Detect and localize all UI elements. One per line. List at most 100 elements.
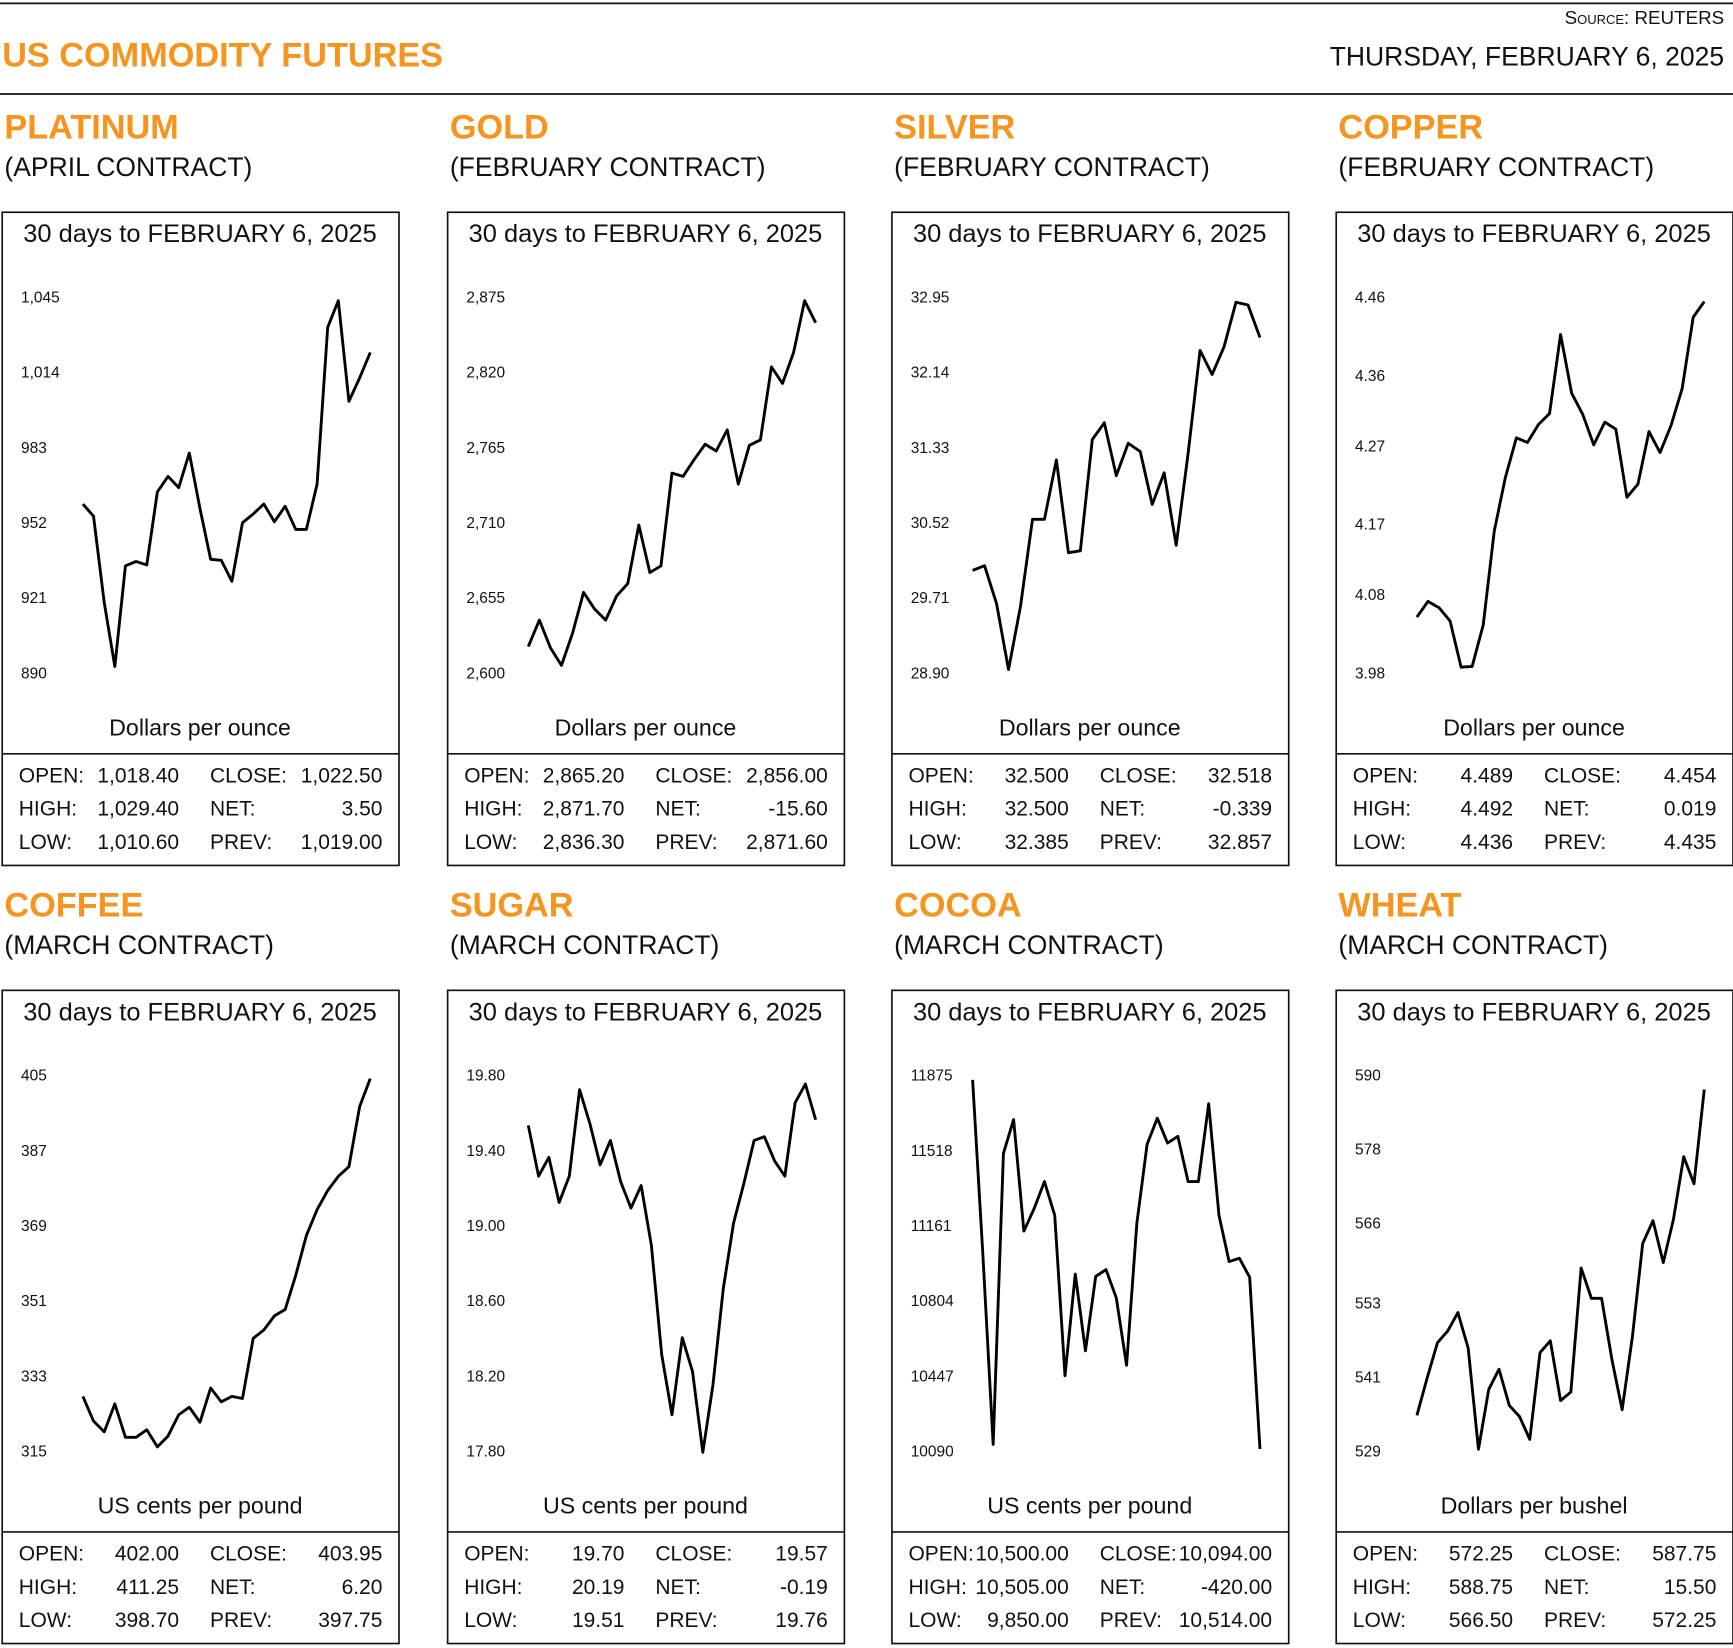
y-tick-label: 541 <box>1355 1369 1381 1386</box>
stat-value: 2,871.60 <box>746 831 828 854</box>
unit-label: US cents per pound <box>98 1493 303 1519</box>
stat-label: CLOSE: <box>1100 1543 1177 1566</box>
stat-value: 403.95 <box>318 1543 382 1566</box>
chart-title: COFFEE <box>4 886 143 924</box>
stat-label: NET: <box>1100 798 1145 821</box>
stat-value: 4.435 <box>1664 831 1717 854</box>
period-label: 30 days to FEBRUARY 6, 2025 <box>913 998 1267 1026</box>
date: THURSDAY, FEBRUARY 6, 2025 <box>1330 42 1724 72</box>
y-tick-label: 578 <box>1355 1142 1381 1159</box>
stat-value: 1,029.40 <box>97 798 179 821</box>
price-line <box>1415 300 1706 669</box>
source: Source: REUTERS <box>1565 7 1725 28</box>
stat-value: -15.60 <box>768 798 828 821</box>
chart-subtitle: (MARCH CONTRACT) <box>1338 930 1608 960</box>
y-tick-label: 351 <box>21 1293 47 1310</box>
y-tick-label: 32.14 <box>911 365 950 382</box>
y-tick-label: 566 <box>1355 1215 1381 1232</box>
chart-subtitle: (FEBRUARY CONTRACT) <box>450 152 766 182</box>
unit-label: Dollars per bushel <box>1441 1493 1628 1519</box>
y-tick-label: 10804 <box>911 1293 954 1310</box>
chart-box <box>891 989 1290 1645</box>
stat-value: 19.51 <box>572 1609 625 1632</box>
y-tick-label: 315 <box>21 1443 47 1460</box>
stat-label: HIGH: <box>908 798 966 821</box>
stat-label: HIGH: <box>464 798 522 821</box>
stat-value: 19.70 <box>572 1543 625 1566</box>
y-tick-label: 553 <box>1355 1296 1381 1313</box>
price-line <box>526 1082 818 1454</box>
stat-label: HIGH: <box>19 1576 77 1599</box>
chart-box <box>446 989 846 1645</box>
stat-value: 1,019.00 <box>301 831 383 854</box>
stat-value: -0.19 <box>780 1576 828 1599</box>
chart-title: GOLD <box>450 108 549 146</box>
stat-value: 10,514.00 <box>1179 1609 1272 1632</box>
stat-value: 9,850.00 <box>987 1609 1069 1632</box>
stat-label: CLOSE: <box>1100 765 1177 788</box>
y-tick-label: 2,655 <box>466 590 505 607</box>
stat-label: NET: <box>1544 798 1589 821</box>
stat-value: 398.70 <box>115 1609 179 1632</box>
stat-label: NET: <box>655 1576 700 1599</box>
y-tick-label: 32.95 <box>911 290 950 307</box>
stat-value: 2,865.20 <box>543 765 625 788</box>
chart-box <box>891 211 1290 867</box>
stat-label: OPEN: <box>19 1543 84 1566</box>
y-tick-label: 3.98 <box>1355 665 1385 682</box>
y-tick-label: 17.80 <box>466 1443 505 1460</box>
stat-label: HIGH: <box>19 798 77 821</box>
stat-value: 20.19 <box>572 1576 625 1599</box>
stat-value: 19.57 <box>775 1543 828 1566</box>
y-tick-label: 2,710 <box>466 515 505 532</box>
y-tick-label: 4.08 <box>1355 587 1385 604</box>
y-tick-label: 18.20 <box>466 1368 505 1385</box>
stat-value: 0.019 <box>1664 798 1717 821</box>
stat-value: 1,022.50 <box>301 765 383 788</box>
chart-subtitle: (MARCH CONTRACT) <box>450 930 720 960</box>
chart-title: WHEAT <box>1338 886 1461 924</box>
stat-label: LOW: <box>1353 831 1406 854</box>
stat-label: OPEN: <box>464 765 529 788</box>
y-tick-label: 11518 <box>911 1143 953 1160</box>
period-label: 30 days to FEBRUARY 6, 2025 <box>23 220 377 248</box>
chart-subtitle: (MARCH CONTRACT) <box>894 930 1164 960</box>
y-tick-label: 529 <box>1355 1443 1381 1460</box>
y-tick-label: 1,045 <box>21 290 60 307</box>
stat-value: 32.385 <box>1005 831 1069 854</box>
chart-subtitle: (FEBRUARY CONTRACT) <box>894 152 1210 182</box>
period-label: 30 days to FEBRUARY 6, 2025 <box>913 220 1267 248</box>
y-tick-label: 30.52 <box>911 515 950 532</box>
stat-label: PREV: <box>655 1609 717 1632</box>
stat-label: LOW: <box>908 1609 961 1632</box>
stat-label: OPEN: <box>464 1543 529 1566</box>
stat-value: 10,500.00 <box>975 1543 1068 1566</box>
stat-value: 572.25 <box>1449 1543 1513 1566</box>
y-tick-label: 333 <box>21 1368 47 1385</box>
stat-value: 19.76 <box>775 1609 828 1632</box>
chart-title: COCOA <box>894 886 1021 924</box>
y-tick-label: 2,820 <box>466 365 505 382</box>
period-label: 30 days to FEBRUARY 6, 2025 <box>23 998 377 1026</box>
stat-value: 32.857 <box>1208 831 1272 854</box>
y-tick-label: 921 <box>21 590 47 607</box>
stat-label: HIGH: <box>464 1576 522 1599</box>
stat-value: -420.00 <box>1201 1576 1272 1599</box>
stat-label: PREV: <box>1544 1609 1606 1632</box>
y-tick-label: 4.46 <box>1355 290 1385 307</box>
chart-subtitle: (APRIL CONTRACT) <box>4 152 252 182</box>
chart-box <box>1 211 400 867</box>
stat-value: 2,856.00 <box>746 765 828 788</box>
stat-value: 397.75 <box>318 1609 382 1632</box>
price-line <box>1415 1089 1706 1451</box>
period-label: 30 days to FEBRUARY 6, 2025 <box>1357 220 1711 248</box>
stat-label: OPEN: <box>19 765 84 788</box>
y-tick-label: 983 <box>21 440 47 457</box>
stat-value: 2,836.30 <box>543 831 625 854</box>
stat-label: LOW: <box>19 1609 72 1632</box>
stat-label: LOW: <box>464 831 517 854</box>
y-tick-label: 11875 <box>911 1068 953 1085</box>
stat-label: OPEN: <box>908 765 973 788</box>
stat-value: 4.492 <box>1461 798 1514 821</box>
